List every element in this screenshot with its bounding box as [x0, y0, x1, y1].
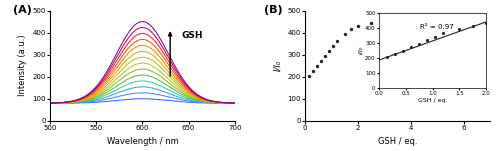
Point [354, 24, 362, 27]
Point [329, 45, 337, 47]
Text: (B): (B) [264, 5, 283, 15]
Text: GSH: GSH [182, 31, 203, 40]
Point [473, 25, 481, 27]
X-axis label: GSH / eq.: GSH / eq. [378, 137, 418, 146]
Point [433, 21, 441, 23]
Y-axis label: I/I₀: I/I₀ [273, 60, 282, 71]
Point [407, 19, 415, 21]
Point [394, 19, 402, 22]
Point [380, 20, 388, 23]
Point [420, 20, 428, 22]
Point [460, 23, 468, 26]
Point [313, 65, 321, 67]
Point [446, 22, 454, 24]
Point [325, 50, 333, 52]
Point [305, 74, 313, 77]
Point [309, 70, 317, 72]
Point [367, 21, 375, 24]
Point [340, 33, 348, 36]
Point [333, 40, 341, 42]
Point [317, 60, 325, 63]
Point [321, 55, 329, 57]
Y-axis label: Intensity (a.u.): Intensity (a.u.) [18, 35, 27, 96]
X-axis label: Wavelength / nm: Wavelength / nm [106, 137, 178, 146]
Text: (A): (A) [13, 5, 32, 15]
Point [348, 28, 356, 31]
